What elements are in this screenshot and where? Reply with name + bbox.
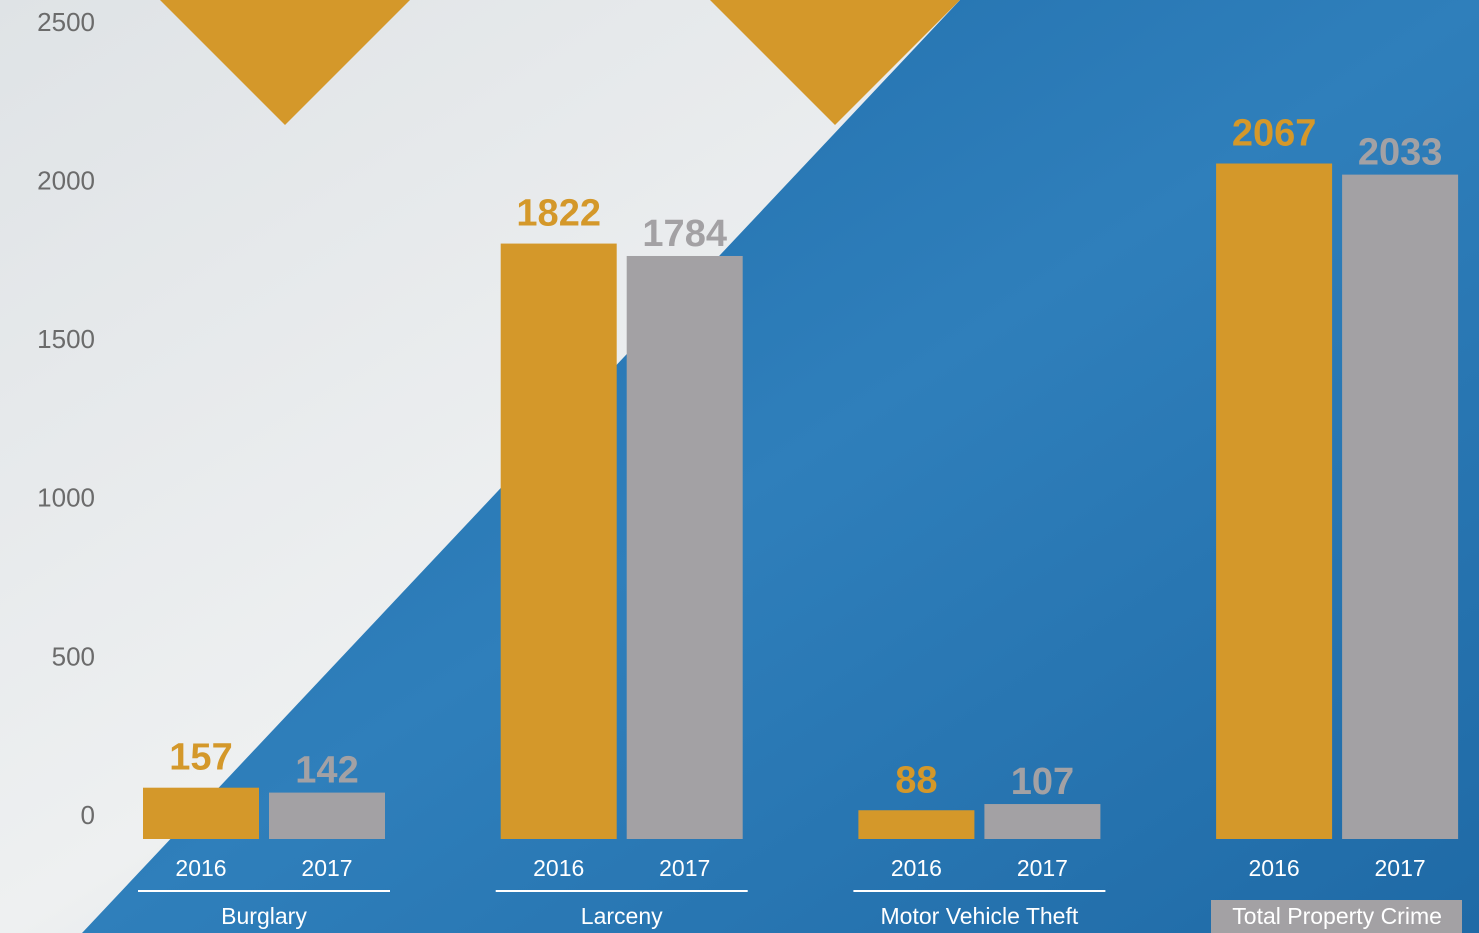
y-tick-label: 0 [81, 800, 95, 830]
bar [1216, 163, 1333, 839]
value-label: 1822 [516, 193, 601, 235]
bar [143, 787, 259, 839]
value-label: 1784 [642, 213, 727, 255]
series-label: 2016 [175, 855, 226, 881]
series-label: 2017 [1017, 855, 1068, 881]
category-label: Total Property Crime [1232, 903, 1442, 929]
category-label: Burglary [221, 903, 307, 929]
series-label: 2017 [659, 855, 710, 881]
series-label: 2016 [533, 855, 584, 881]
value-label: 107 [1011, 761, 1074, 803]
category-label: Motor Vehicle Theft [881, 903, 1079, 929]
bar [984, 804, 1101, 839]
value-label: 2067 [1232, 113, 1317, 155]
bar [858, 810, 975, 839]
y-tick-label: 2500 [37, 7, 95, 37]
value-label: 88 [895, 759, 937, 801]
value-label: 142 [295, 750, 358, 792]
series-label: 2016 [891, 855, 942, 881]
decor-triangle [160, 0, 410, 125]
y-tick-label: 1000 [37, 483, 95, 513]
bar [500, 243, 617, 839]
bar [269, 792, 385, 839]
highlight-box [1211, 900, 1462, 933]
series-label: 2016 [1249, 855, 1300, 881]
bar [626, 255, 743, 840]
y-tick-label: 1500 [37, 324, 95, 354]
series-label: 2017 [1375, 855, 1426, 881]
bar [1342, 174, 1459, 839]
value-label: 2033 [1358, 132, 1443, 174]
value-label: 157 [169, 737, 232, 779]
series-label: 2017 [301, 855, 352, 881]
y-tick-label: 2000 [37, 165, 95, 195]
category-label: Larceny [581, 903, 663, 929]
decor-triangle [710, 0, 960, 125]
background-blue [82, 0, 1479, 933]
y-tick-label: 500 [52, 641, 95, 671]
